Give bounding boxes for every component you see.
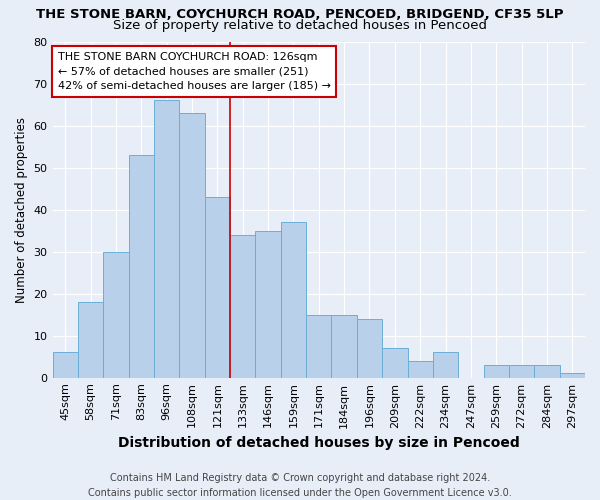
Bar (230, 235, 256, 378)
Bar (53, 352, 78, 378)
Text: Size of property relative to detached houses in Pencoed: Size of property relative to detached ho… (113, 19, 487, 32)
Y-axis label: Number of detached properties: Number of detached properties (15, 116, 28, 302)
Text: THE STONE BARN COYCHURCH ROAD: 126sqm
← 57% of detached houses are smaller (251): THE STONE BARN COYCHURCH ROAD: 126sqm ← … (58, 52, 331, 91)
Bar (509, 365, 534, 378)
Bar (128, 155, 154, 378)
Bar (281, 222, 306, 378)
X-axis label: Distribution of detached houses by size in Pencoed: Distribution of detached houses by size … (118, 436, 520, 450)
Bar (331, 314, 357, 378)
Bar (534, 365, 560, 378)
Bar (256, 230, 281, 378)
Bar (306, 314, 331, 378)
Text: THE STONE BARN, COYCHURCH ROAD, PENCOED, BRIDGEND, CF35 5LP: THE STONE BARN, COYCHURCH ROAD, PENCOED,… (36, 8, 564, 20)
Bar (205, 197, 230, 378)
Bar (484, 365, 509, 378)
Bar (78, 302, 103, 378)
Bar (560, 374, 585, 378)
Text: Contains HM Land Registry data © Crown copyright and database right 2024.
Contai: Contains HM Land Registry data © Crown c… (88, 472, 512, 498)
Bar (154, 100, 179, 378)
Bar (103, 252, 128, 378)
Bar (433, 352, 458, 378)
Bar (407, 361, 433, 378)
Bar (179, 113, 205, 378)
Bar (357, 319, 382, 378)
Bar (382, 348, 407, 378)
